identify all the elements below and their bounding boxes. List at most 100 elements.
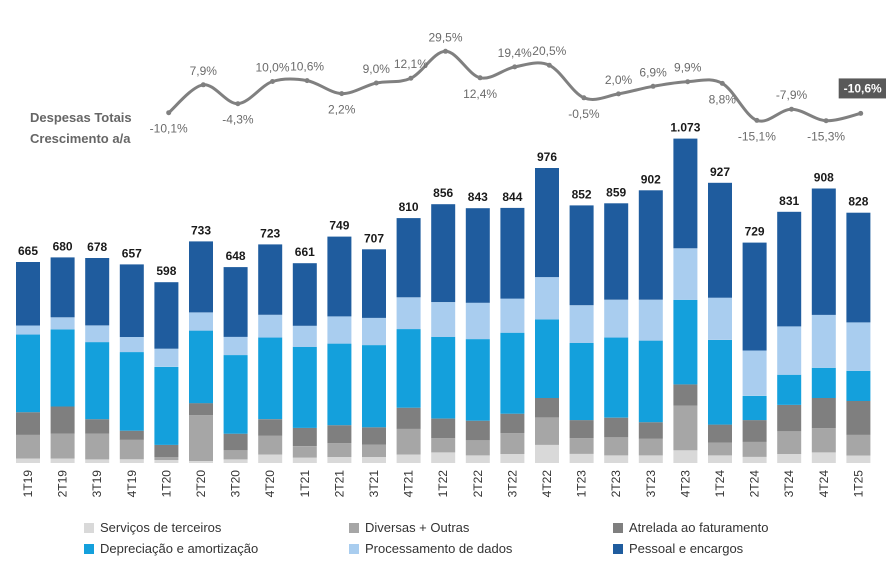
bar-segment-4T22-3: [535, 319, 559, 398]
bar-segment-4T20-1: [258, 435, 283, 455]
bar-segment-1T23-2: [569, 420, 594, 439]
growth-label-12: -0,5%: [568, 107, 600, 121]
bar-segment-3T20-0: [223, 459, 248, 463]
bar-segment-2T20-5: [189, 241, 213, 313]
growth-point-16: [719, 80, 725, 86]
bar-segment-2T24-5: [742, 242, 767, 351]
growth-label-1: 7,9%: [190, 64, 218, 78]
bar-segment-2T19-2: [50, 406, 75, 434]
x-tick-4T21: 4T21: [402, 470, 416, 498]
legend-swatch-3: [84, 544, 94, 554]
bar-segment-3T23-0: [638, 455, 663, 463]
bar-segment-4T20-2: [258, 419, 283, 436]
bar-segment-1T22-5: [431, 204, 456, 303]
bar-segment-3T20-5: [223, 267, 248, 337]
x-axis-tick-labels: 1T19 2T19 3T19 4T19 1T20 2T20 3T20 4T20 1T21 2T21…: [21, 470, 865, 498]
legend-label-4: Processamento de dados: [365, 541, 513, 556]
bar-segment-3T19-0: [85, 459, 110, 463]
bar-segment-2T20-3: [189, 330, 213, 404]
growth-point-5: [339, 91, 345, 97]
bar-segment-2T20-4: [189, 312, 213, 331]
growth-point-18: [789, 106, 794, 112]
bar-segment-1T25-0: [846, 455, 871, 463]
bar-segment-4T21-2: [396, 407, 421, 429]
bar-segment-1T24-3: [708, 340, 732, 425]
bar-segment-1T20-2: [154, 444, 179, 457]
total-label-4T22: 976: [537, 150, 557, 164]
legend-swatch-2: [613, 523, 623, 533]
total-label-2T20: 733: [191, 223, 211, 237]
legend-label-1: Diversas + Outras: [365, 520, 470, 535]
bar-segment-1T22-4: [431, 302, 456, 337]
bar-segment-3T20-1: [223, 450, 248, 460]
total-label-1T19: 665: [18, 244, 38, 258]
x-tick-3T24: 3T24: [782, 470, 796, 498]
bar-segment-4T24-5: [811, 188, 836, 315]
growth-label-20: -10,6%: [844, 81, 882, 95]
bar-segment-1T23-1: [569, 438, 594, 454]
total-label-3T24: 831: [779, 194, 799, 208]
bar-segment-4T24-0: [811, 452, 836, 463]
bar-segment-2T23-4: [604, 299, 629, 338]
bar-segment-1T25-2: [846, 401, 871, 435]
bar-segment-1T23-4: [569, 305, 594, 343]
bar-segment-2T23-1: [604, 437, 629, 456]
bar-segment-1T21-3: [292, 346, 317, 428]
bar-segment-4T24-2: [811, 398, 836, 429]
legend: Serviços de terceiros Diversas + Outras At…: [84, 520, 768, 556]
x-tick-2T20: 2T20: [194, 470, 208, 498]
bar-segment-3T19-4: [85, 325, 110, 343]
legend-label-3: Depreciação e amortização: [100, 541, 258, 556]
total-label-3T22: 844: [502, 190, 522, 204]
x-tick-1T22: 1T22: [436, 470, 450, 498]
x-tick-2T24: 2T24: [748, 470, 762, 498]
bar-segment-2T21-5: [327, 236, 352, 317]
bar-segment-3T23-3: [638, 340, 663, 423]
bar-segment-4T20-3: [258, 337, 283, 420]
x-tick-2T19: 2T19: [56, 470, 70, 498]
bar-segment-2T22-2: [465, 420, 490, 441]
bar-segment-4T23-2: [673, 384, 698, 406]
bar-segment-1T24-0: [708, 455, 732, 463]
bar-segment-1T23-3: [569, 343, 594, 421]
legend-label-2: Atrelada ao faturamento: [629, 520, 768, 535]
bar-segment-4T19-4: [119, 336, 144, 352]
growth-point-0: [166, 110, 172, 116]
bar-segment-2T24-1: [742, 441, 767, 457]
x-tick-1T24: 1T24: [713, 470, 727, 498]
total-label-2T19: 680: [53, 239, 73, 253]
total-label-3T19: 678: [87, 240, 107, 254]
total-label-3T20: 648: [226, 249, 246, 263]
growth-label-2: -4,3%: [222, 113, 254, 127]
growth-label-19: -15,3%: [807, 130, 845, 144]
bar-segment-4T20-5: [258, 244, 283, 315]
total-label-4T20: 723: [260, 226, 280, 240]
legend-swatch-5: [613, 544, 623, 554]
bar-segment-4T19-3: [119, 352, 144, 431]
growth-label-8: 29,5%: [428, 30, 462, 44]
bar-segment-4T21-3: [396, 329, 421, 408]
bar-segment-1T24-4: [708, 297, 732, 340]
bar-segment-1T20-0: [154, 460, 179, 463]
bar-segment-4T20-0: [258, 454, 283, 463]
total-label-1T25: 828: [848, 195, 868, 209]
bar-segment-2T24-2: [742, 420, 767, 442]
bar-segment-3T20-4: [223, 336, 248, 355]
bar-segment-2T20-0: [189, 461, 213, 463]
bar-segment-1T24-5: [708, 182, 732, 298]
x-tick-4T19: 4T19: [125, 470, 139, 498]
chart-title-line-2: Crescimento a/a: [30, 131, 131, 146]
growth-point-10: [512, 64, 518, 70]
bar-segment-1T19-1: [16, 434, 40, 459]
bar-segment-3T21-4: [362, 317, 386, 346]
bar-segment-1T21-1: [292, 446, 317, 458]
chart-title: Despesas Totais Crescimento a/a: [30, 110, 132, 146]
bar-segment-3T23-4: [638, 299, 663, 341]
bar-segment-2T22-4: [465, 302, 490, 340]
stacked-bars: [16, 138, 871, 463]
bar-segment-3T22-2: [500, 413, 525, 434]
bar-segment-3T24-3: [777, 374, 802, 405]
x-tick-1T21: 1T21: [298, 470, 312, 498]
growth-label-3: 10,0%: [255, 61, 289, 75]
growth-label-11: 20,5%: [532, 44, 566, 58]
